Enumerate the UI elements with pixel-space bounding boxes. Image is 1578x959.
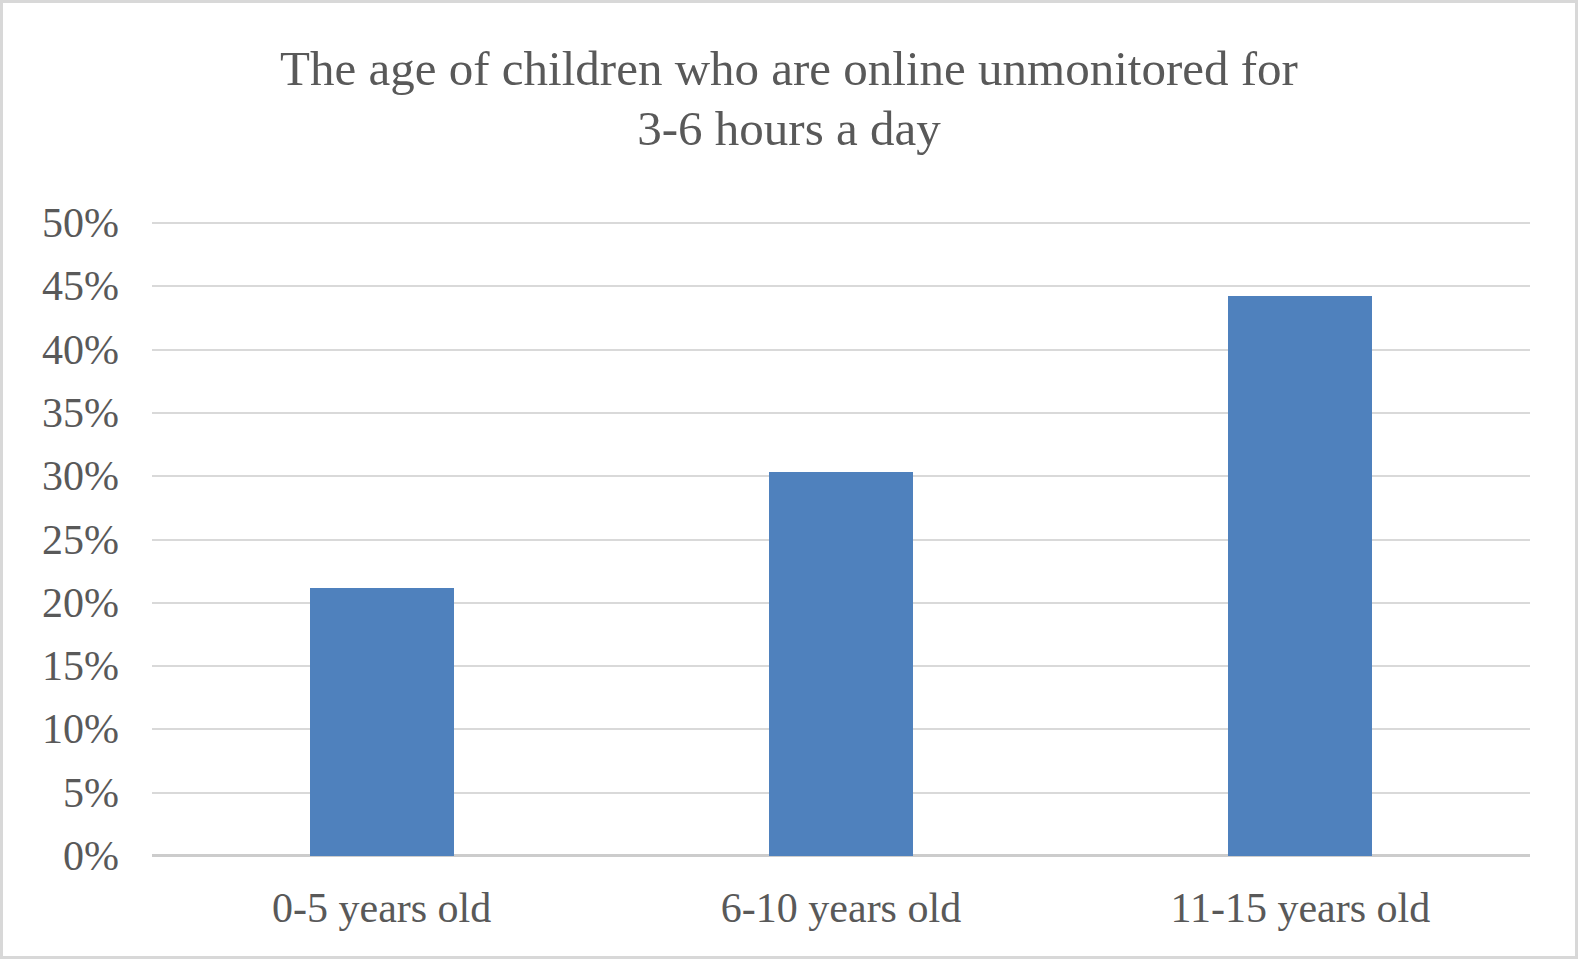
y-tick-label: 15% (42, 645, 119, 687)
y-tick-label: 35% (42, 392, 119, 434)
y-tick-label: 40% (42, 329, 119, 371)
y-tick-label: 0% (63, 835, 119, 877)
y-tick-label: 25% (42, 519, 119, 561)
chart-title: The age of children who are online unmon… (3, 39, 1575, 159)
chart-frame: The age of children who are online unmon… (0, 0, 1578, 959)
bar-11-15-years-old (1228, 296, 1372, 856)
chart-title-line-2: 3-6 hours a day (3, 99, 1575, 159)
x-tick-label: 11-15 years old (1170, 887, 1430, 929)
bar-6-10-years-old (769, 472, 913, 856)
x-tick-label: 6-10 years old (721, 887, 961, 929)
y-axis: 0%5%10%15%20%25%30%35%40%45%50% (3, 223, 119, 856)
y-tick-label: 5% (63, 772, 119, 814)
plot-area (152, 223, 1530, 856)
gridline (152, 285, 1530, 287)
y-tick-label: 20% (42, 582, 119, 624)
y-tick-label: 30% (42, 455, 119, 497)
x-tick-label: 0-5 years old (272, 887, 491, 929)
y-tick-label: 10% (42, 708, 119, 750)
x-axis: 0-5 years old 6-10 years old 11-15 years o… (152, 881, 1530, 941)
y-tick-label: 45% (42, 265, 119, 307)
y-tick-label: 50% (42, 202, 119, 244)
chart-title-line-1: The age of children who are online unmon… (3, 39, 1575, 99)
bar-0-5-years-old (310, 588, 454, 856)
gridline (152, 222, 1530, 224)
